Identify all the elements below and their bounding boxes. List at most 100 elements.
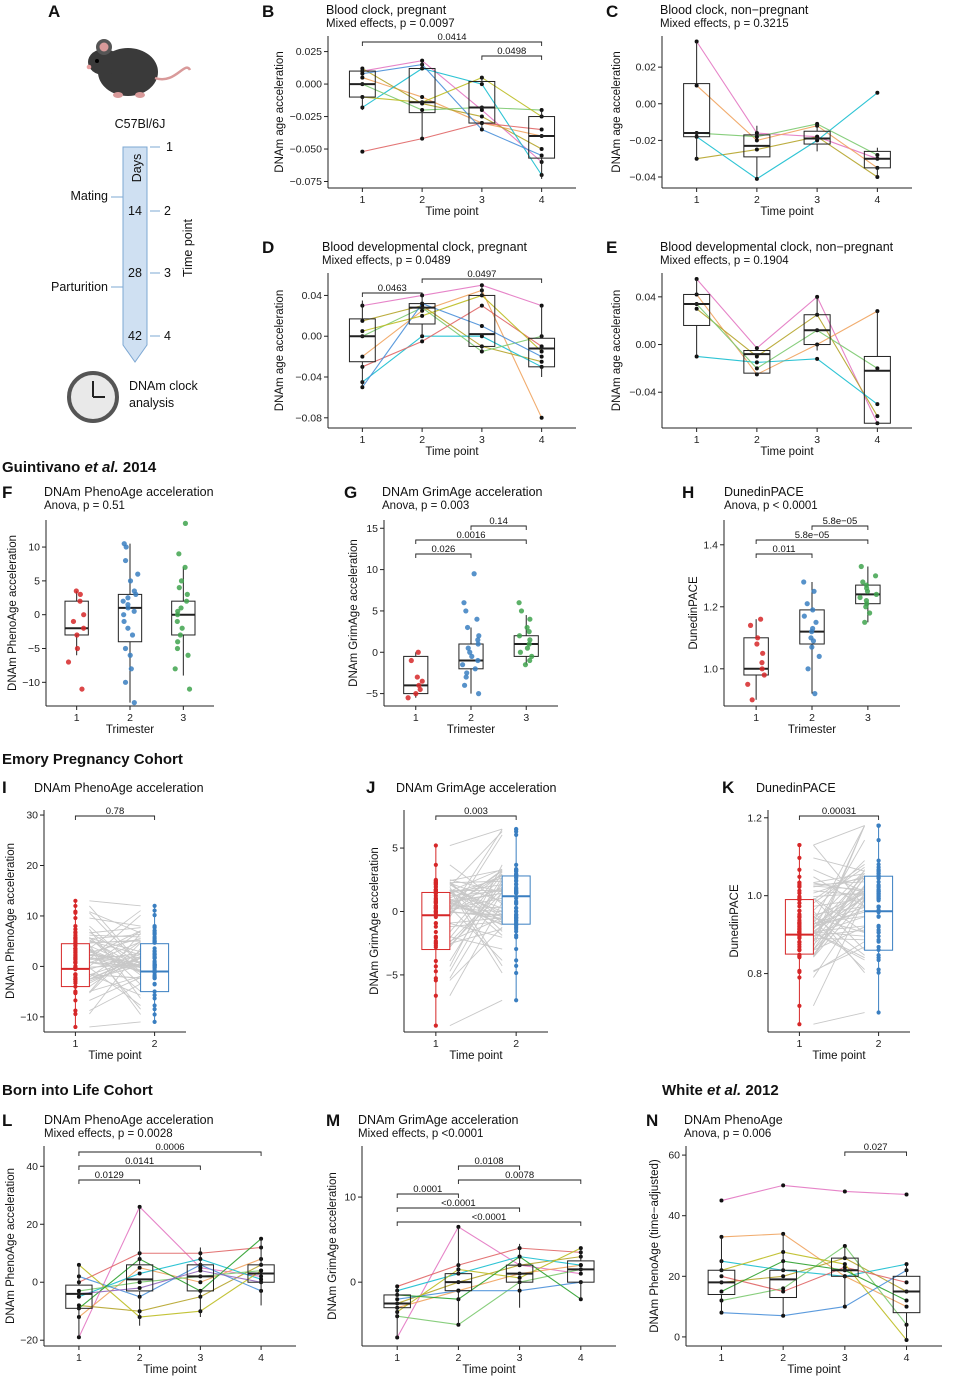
panel-title: DNAm GrimAge acceleration: [382, 485, 543, 499]
data-point: [137, 1286, 142, 1291]
pair-line: [89, 953, 141, 967]
data-point: [526, 629, 532, 635]
significance-label: 0.78: [106, 806, 125, 817]
box: [863, 355, 891, 424]
data-point: [433, 943, 438, 948]
significance-bracket: [435, 815, 517, 820]
panel-title: Blood developmental clock, non−pregnant: [660, 240, 894, 254]
pair-line: [449, 891, 503, 979]
data-point: [73, 977, 78, 982]
pair-line: [813, 895, 865, 945]
series-line: [721, 1260, 907, 1302]
timepoint-2: 2: [164, 204, 171, 218]
x-tick-label: 1: [359, 194, 365, 206]
pair-line: [813, 1012, 865, 1025]
data-point: [467, 649, 473, 655]
panel-title: DunedinPACE: [724, 485, 804, 499]
significance-label: <0.0001: [472, 1212, 507, 1223]
panel-letter: H: [682, 483, 694, 502]
data-point: [73, 960, 78, 965]
data-point: [405, 695, 411, 701]
data-point: [761, 672, 767, 678]
x-tick-label: 2: [780, 1352, 786, 1364]
x-tick-label: 4: [874, 194, 880, 206]
y-axis-label: DNAm age acceleration: [274, 290, 286, 411]
data-point: [175, 608, 181, 614]
data-point: [128, 666, 134, 672]
data-point: [517, 1275, 522, 1280]
data-point: [475, 657, 481, 664]
pair-line: [449, 936, 503, 950]
data-point: [517, 649, 524, 655]
pair-line: [89, 905, 141, 965]
pair-line: [89, 900, 141, 907]
series-line: [78, 1205, 262, 1338]
data-point: [694, 306, 699, 311]
data-point: [152, 1019, 157, 1025]
y-tick-label: −5: [386, 969, 398, 981]
panel-stat: Mixed effects, p = 0.0097: [326, 18, 455, 30]
mouse-icon: [86, 39, 192, 98]
pair-line: [813, 910, 865, 973]
data-point: [539, 153, 544, 158]
y-tick-label: 1.2: [747, 812, 762, 824]
series-line: [362, 83, 542, 111]
box: [683, 83, 711, 138]
y-tick-label: 0: [34, 609, 40, 621]
series-line: [362, 60, 542, 163]
panel-letter: N: [646, 1111, 658, 1130]
significance-bracket: [396, 1207, 521, 1212]
section-guintivano: Guintivano et al. 2014: [2, 459, 157, 476]
data-point: [867, 610, 873, 616]
data-point: [360, 354, 365, 359]
box: [140, 943, 170, 993]
y-tick-label: −0.02: [629, 135, 656, 147]
data-point: [719, 1198, 724, 1203]
data-point: [152, 952, 157, 957]
x-tick-label: 1: [433, 1038, 439, 1050]
y-tick-label: 0.00: [302, 331, 323, 343]
panel-stat: Anova, p = 0.003: [382, 500, 469, 512]
data-point: [198, 1268, 203, 1273]
y-tick-label: 1.0: [747, 890, 762, 902]
pair-line: [89, 957, 141, 980]
data-point: [182, 520, 189, 526]
pair-line: [89, 940, 141, 956]
data-point: [152, 949, 157, 954]
significance-bracket: [396, 1193, 459, 1198]
box: [117, 593, 143, 643]
data-point: [479, 82, 484, 87]
x-tick-label: 3: [842, 1352, 848, 1364]
data-point: [526, 641, 532, 647]
series-line: [397, 1268, 581, 1326]
data-point: [539, 127, 544, 132]
x-tick-label: 4: [874, 434, 880, 446]
box: [468, 294, 496, 347]
data-point: [433, 903, 438, 908]
data-point: [172, 666, 178, 672]
data-point: [184, 591, 190, 598]
series-line: [78, 1258, 262, 1298]
data-point: [152, 959, 157, 964]
data-point: [73, 588, 79, 594]
data-point: [810, 607, 816, 613]
data-point: [475, 691, 482, 697]
y-tick-label: 0.8: [747, 968, 762, 980]
pair-line: [449, 874, 503, 939]
y-tick-label: −0.050: [290, 144, 323, 156]
data-point: [125, 601, 131, 608]
y-tick-label: 10: [344, 1192, 356, 1204]
data-point: [183, 598, 190, 604]
y-tick-label: 0.025: [296, 46, 322, 58]
data-point: [137, 1280, 142, 1285]
data-point: [904, 1298, 909, 1303]
pair-line: [89, 933, 141, 993]
box: [458, 643, 484, 670]
data-point: [178, 605, 184, 611]
data-point: [120, 598, 126, 604]
data-point: [420, 313, 425, 318]
box: [468, 80, 496, 124]
x-tick-label: 4: [539, 434, 545, 446]
data-point: [904, 1280, 909, 1285]
